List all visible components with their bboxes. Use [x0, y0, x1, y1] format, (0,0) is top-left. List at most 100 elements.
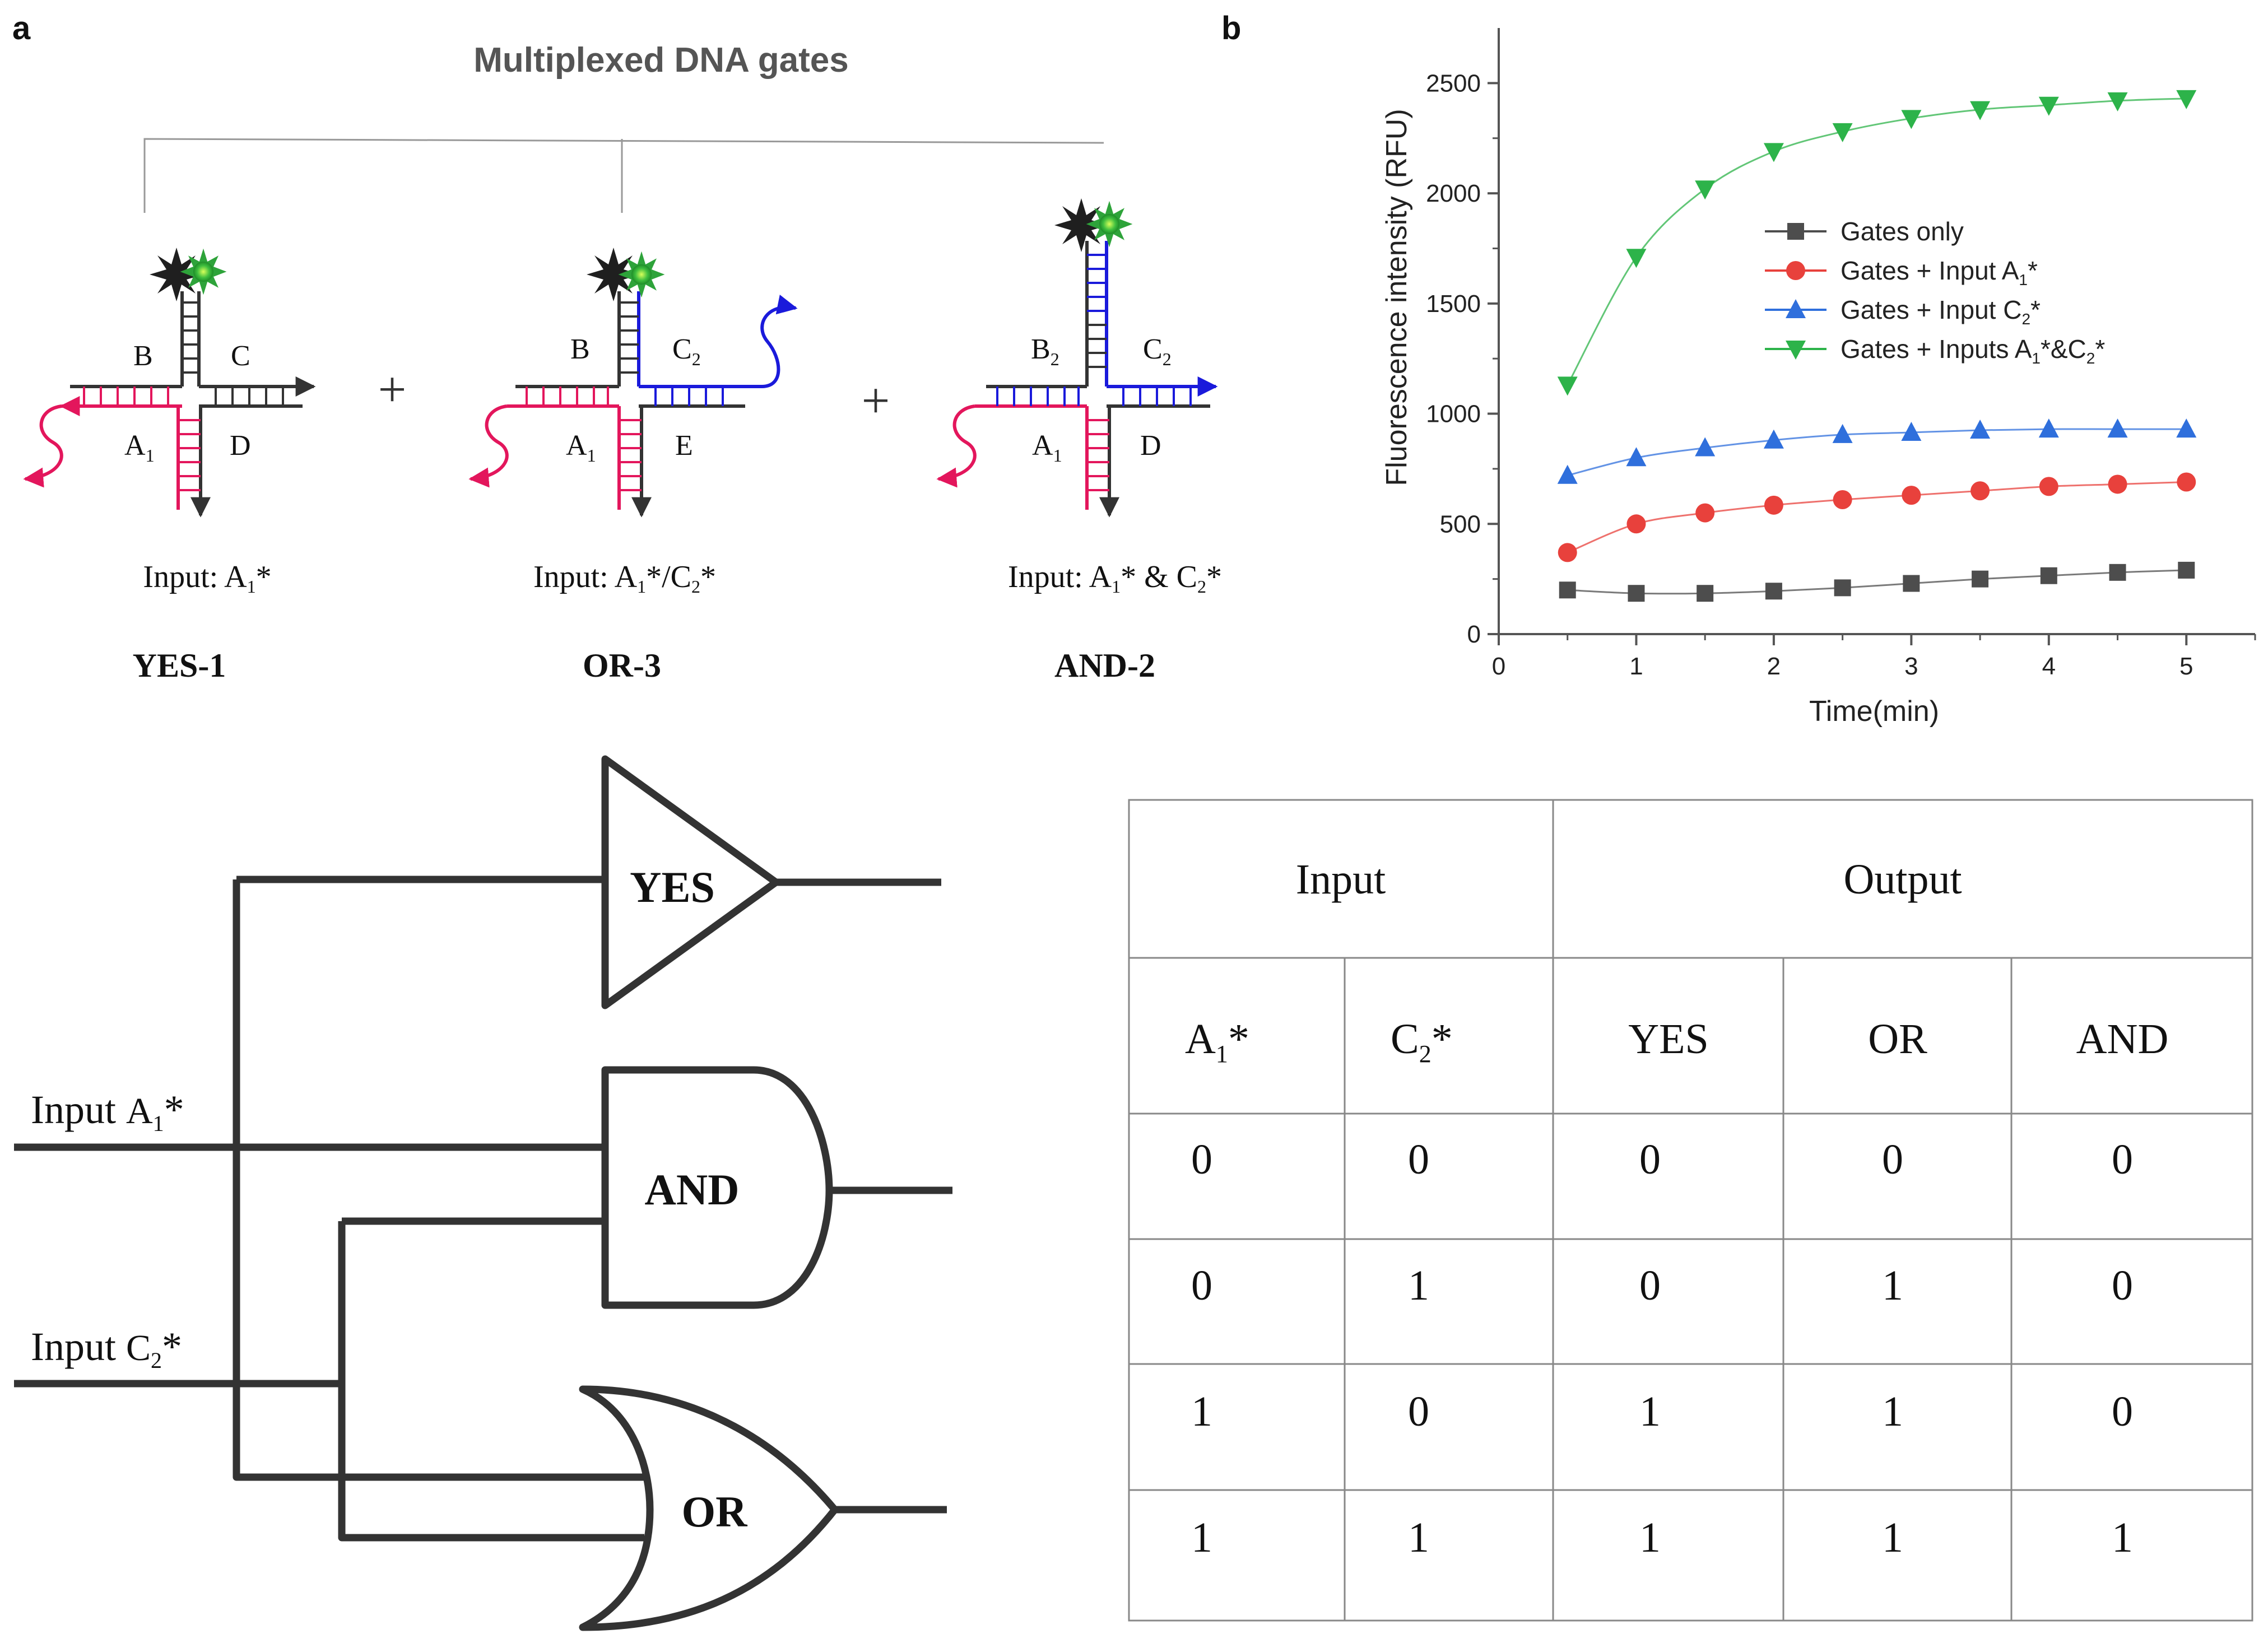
- legend-label: Gates only: [1841, 217, 1964, 246]
- data-point: [2176, 90, 2197, 109]
- x-tick-label: 1: [1629, 653, 1643, 680]
- data-point: [2178, 561, 2195, 579]
- truth-table-grid: [1128, 799, 2253, 1622]
- panel-b-letter: b: [1221, 10, 1241, 46]
- legend-label: Gates + Inputs A1*&C2*: [1841, 334, 2105, 367]
- data-point: [2107, 418, 2128, 438]
- series-1: [1558, 472, 2196, 562]
- table-cell: 0: [2112, 1388, 2133, 1435]
- table-cell: 0: [1639, 1262, 1661, 1309]
- y-tick-label: 0: [1467, 621, 1481, 648]
- table-cell: 1: [1408, 1514, 1429, 1561]
- logic-labels: YES AND OR Input A1* Input C2*: [31, 863, 748, 1536]
- table-cell: 0: [1191, 1262, 1212, 1309]
- y-tick-label: 2000: [1426, 180, 1481, 207]
- fluorophore-icon: [1086, 201, 1133, 248]
- table-cell: 0: [2112, 1136, 2133, 1183]
- or-gate-shape: [579, 1385, 839, 1631]
- col-header-c2: C2*: [1391, 1016, 1453, 1068]
- y-tick-label: 1000: [1426, 401, 1481, 428]
- table-cell: 0: [1882, 1136, 1903, 1183]
- input-c-label: Input C2*: [31, 1324, 182, 1373]
- data-point: [1695, 180, 1716, 200]
- data-point: [2038, 418, 2059, 438]
- data-point: [2038, 96, 2059, 116]
- data-point: [1901, 110, 1922, 129]
- x-tick-label: 4: [2042, 653, 2056, 680]
- data-point: [1832, 423, 1853, 443]
- x-tick-label: 0: [1492, 653, 1505, 680]
- table-cell: 1: [1408, 1262, 1429, 1309]
- data-point: [2108, 474, 2127, 494]
- gate-name: YES-1: [133, 647, 226, 684]
- data-point: [1626, 514, 1646, 534]
- data-point: [1626, 447, 1647, 467]
- data-point: [1764, 495, 1783, 515]
- and-gate-label: AND: [645, 1165, 740, 1214]
- data-point: [2109, 564, 2126, 581]
- data-point: [1902, 486, 1921, 505]
- legend-swatch-marker: [1786, 261, 1805, 280]
- col-header-or: OR: [1868, 1016, 1927, 1063]
- series-2: [1557, 418, 2197, 484]
- truth-table-cells: 0 0 0 0 0 0 1 0 1 0 1 0 1 1 0 1 1 1 1 1: [1191, 1136, 2133, 1561]
- gate-or-3: B C2 A1 E Input: A1*/C2* OR-3: [468, 248, 798, 684]
- yes-gate-label: YES: [630, 863, 715, 911]
- data-point: [1834, 579, 1851, 597]
- data-point: [1557, 464, 1578, 484]
- data-point: [2040, 567, 2057, 584]
- gate-yes-1: B C A1 D Input: A1* YES-1: [23, 248, 316, 684]
- data-point: [1697, 585, 1714, 602]
- table-cell: 1: [1191, 1514, 1212, 1561]
- or-gate-label: OR: [682, 1487, 749, 1536]
- arm-label-bottom-left: A1: [1032, 430, 1062, 465]
- table-cell: 1: [1639, 1388, 1661, 1435]
- gate-bracket: [143, 138, 1104, 213]
- arm-label-bottom-right: D: [1140, 430, 1161, 462]
- data-point: [1695, 503, 1715, 523]
- x-axis-label: Time(min): [1809, 695, 1939, 728]
- chart-legend: Gates only Gates + Input A1* Gates + Input…: [1765, 217, 2105, 367]
- y-tick-label: 1500: [1426, 290, 1481, 318]
- col-header-yes: YES: [1628, 1016, 1709, 1063]
- data-point: [2177, 472, 2196, 492]
- arm-label-top-right: C: [231, 340, 250, 372]
- yes-gate-shape: [601, 755, 780, 1009]
- table-cell: 0: [1639, 1136, 1661, 1183]
- data-point: [1832, 123, 1853, 142]
- y-axis-label: Fluorescence intensity (RFU): [1381, 109, 1413, 486]
- input-a-branch: [233, 879, 644, 1481]
- data-point: [1972, 570, 1989, 588]
- data-point: [1970, 481, 1990, 501]
- panel-a-letter: a: [12, 10, 31, 46]
- col-header-and: AND: [2076, 1016, 2169, 1063]
- data-point: [1695, 437, 1716, 457]
- series-line: [1567, 97, 2187, 386]
- panel-a: a Multiplexed DNA gates: [12, 10, 1222, 684]
- table-cell: 1: [1882, 1388, 1903, 1435]
- series-0: [1559, 561, 2195, 602]
- data-point: [1833, 490, 1852, 509]
- y-tick-label: 500: [1440, 510, 1481, 538]
- arm-label-bottom-right: D: [230, 430, 251, 462]
- panel-b: b 0 1 2 3 4 5 0 500 1000 1500 2000 2500 Time(min) Flu…: [1221, 10, 2256, 728]
- table-cell: 1: [2112, 1514, 2133, 1561]
- fluorophore-icon: [618, 251, 665, 298]
- header-output: Output: [1843, 856, 1962, 903]
- data-point: [1763, 143, 1784, 162]
- table-cell: 0: [1191, 1136, 1212, 1183]
- x-tick-label: 3: [1904, 653, 1918, 680]
- table-cell: 0: [1408, 1388, 1429, 1435]
- data-point: [1559, 581, 1576, 599]
- data-point: [1626, 249, 1647, 268]
- legend-label: Gates + Input C2*: [1841, 295, 2041, 328]
- arm-label-bottom-left: A1: [124, 430, 155, 465]
- data-point: [1903, 575, 1920, 592]
- arm-label-top-right: C2: [1143, 333, 1172, 369]
- data-point: [2107, 92, 2128, 111]
- data-point: [2176, 418, 2197, 438]
- plus-sign: +: [862, 373, 890, 429]
- arm-label-bottom-right: E: [675, 430, 693, 462]
- series-line: [1567, 481, 2187, 553]
